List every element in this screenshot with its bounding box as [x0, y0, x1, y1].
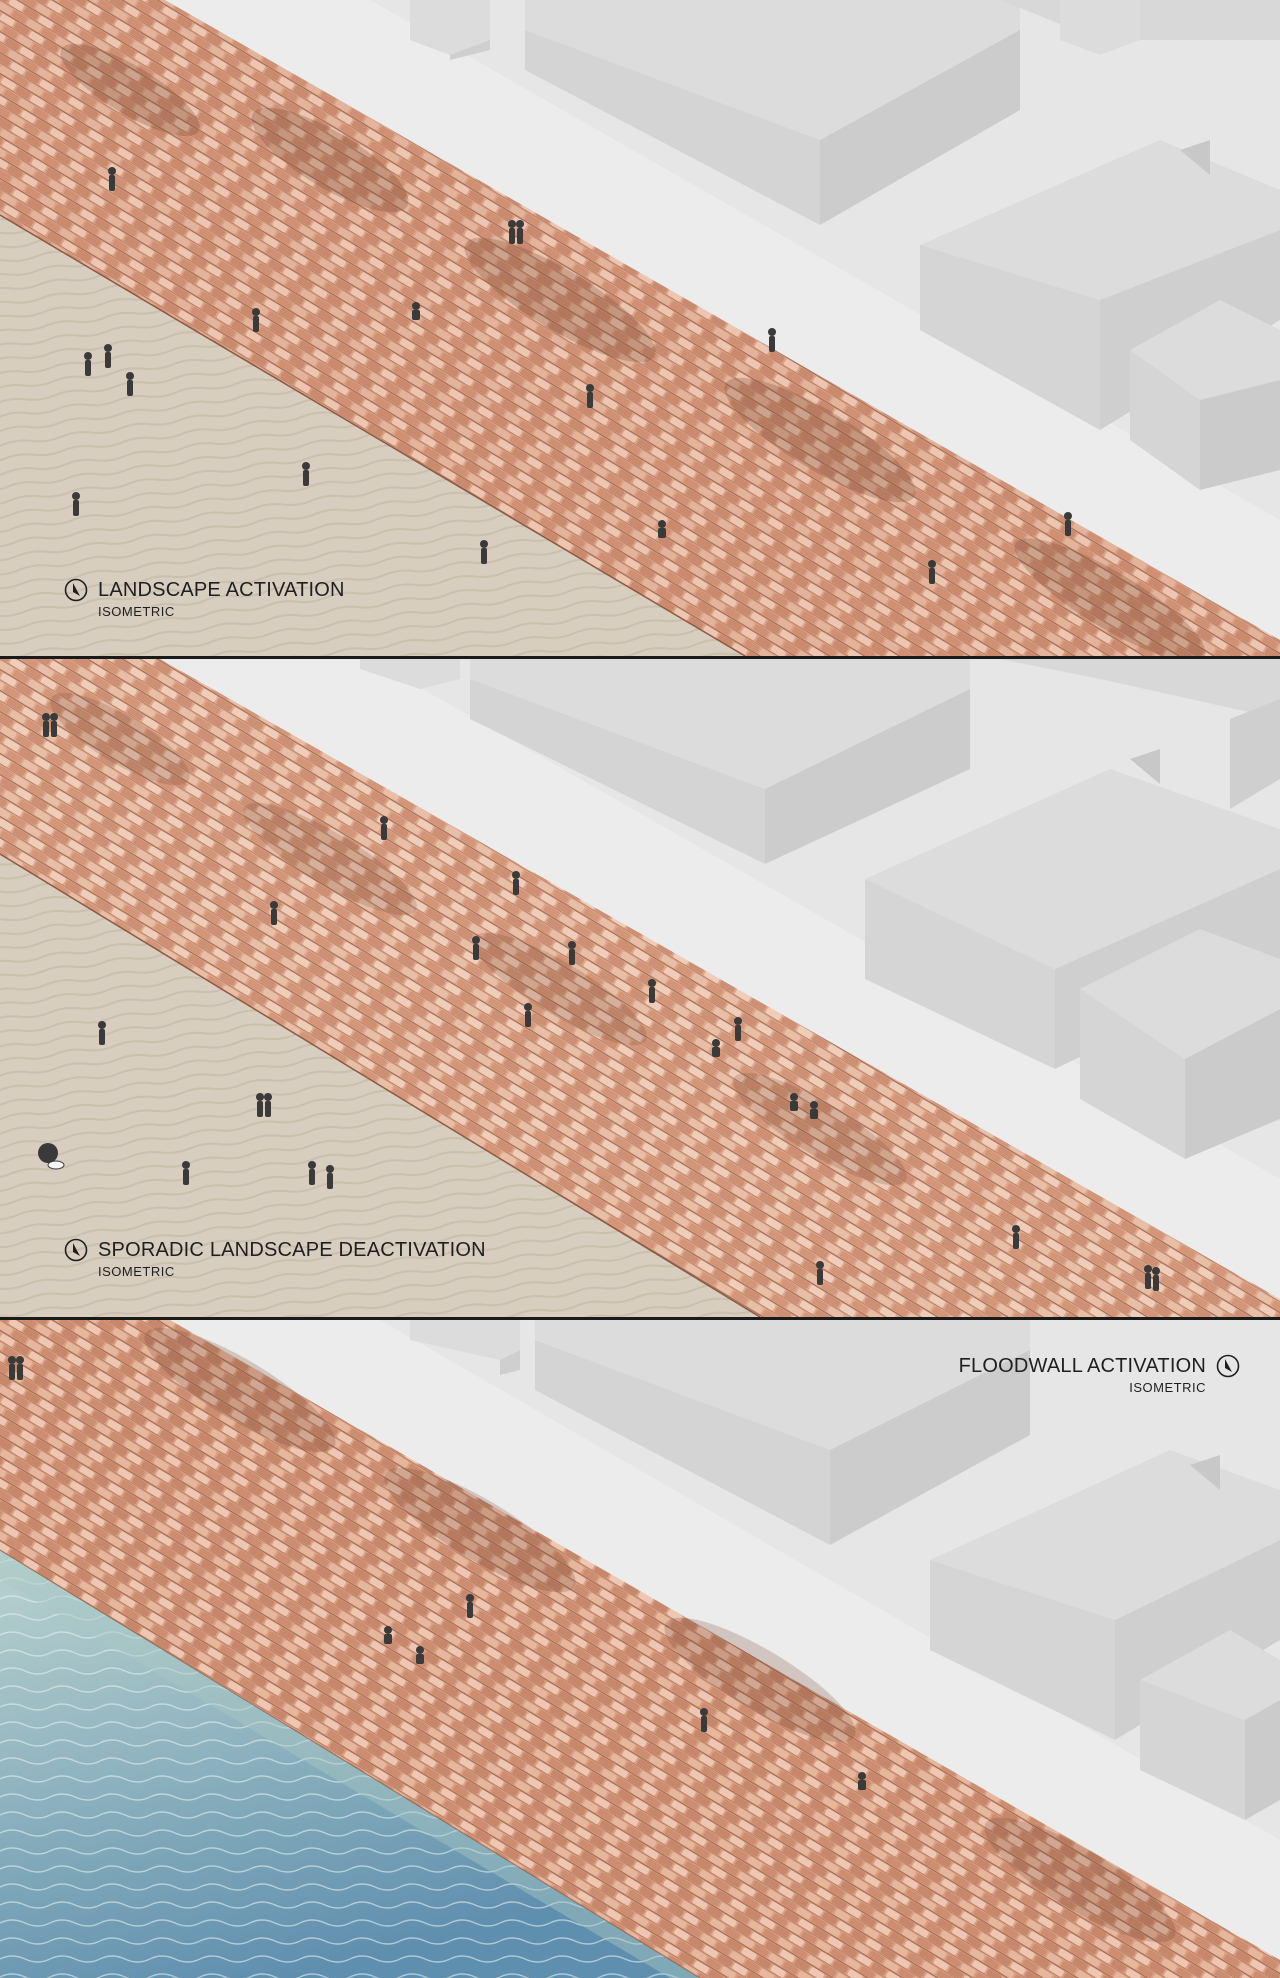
building [1130, 300, 1280, 490]
panel-subtitle: ISOMETRIC [1129, 1380, 1206, 1395]
building [470, 659, 970, 864]
building [1000, 0, 1280, 55]
building [1000, 659, 1280, 809]
caption-sporadic-landscape-deactivation: SPORADIC LANDSCAPE DEACTIVATION ISOMETRI… [64, 1238, 486, 1279]
building [1080, 929, 1280, 1159]
people [8, 1356, 866, 1790]
north-arrow-icon [64, 578, 88, 602]
people [72, 167, 1072, 584]
north-arrow-icon [64, 1238, 88, 1262]
panel-subtitle: ISOMETRIC [98, 604, 175, 619]
tiled-landscape [0, 659, 1280, 1317]
caption-floodwall-activation: FLOODWALL ACTIVATION ISOMETRIC [959, 1354, 1240, 1395]
panel-2-illustration [0, 659, 1280, 1317]
building [525, 0, 1020, 225]
beach-umbrella [38, 1143, 65, 1170]
building [410, 0, 490, 60]
panel-title: FLOODWALL ACTIVATION [958, 1354, 1206, 1377]
panel-subtitle: ISOMETRIC [98, 1264, 175, 1279]
panel-landscape-activation: LANDSCAPE ACTIVATION ISOMETRIC [0, 0, 1280, 656]
tiled-floodwall [0, 1320, 1280, 1978]
building [410, 1320, 520, 1375]
caption-landscape-activation: LANDSCAPE ACTIVATION ISOMETRIC [64, 578, 345, 619]
people [42, 713, 1160, 1291]
panel-floodwall-activation: FLOODWALL ACTIVATION ISOMETRIC [0, 1320, 1280, 1978]
panel-title: LANDSCAPE ACTIVATION [98, 578, 345, 601]
panel-3-illustration [0, 1320, 1280, 1978]
panel-1-illustration [0, 0, 1280, 656]
panel-divider [0, 1317, 1280, 1320]
panel-divider [0, 656, 1280, 659]
panel-sporadic-landscape-deactivation: SPORADIC LANDSCAPE DEACTIVATION ISOMETRI… [0, 659, 1280, 1317]
building [360, 659, 460, 689]
north-arrow-icon [1216, 1354, 1240, 1378]
building [1140, 1630, 1280, 1820]
panel-title: SPORADIC LANDSCAPE DEACTIVATION [98, 1238, 486, 1261]
tiled-landscape [0, 0, 1280, 656]
building [535, 1320, 1030, 1545]
